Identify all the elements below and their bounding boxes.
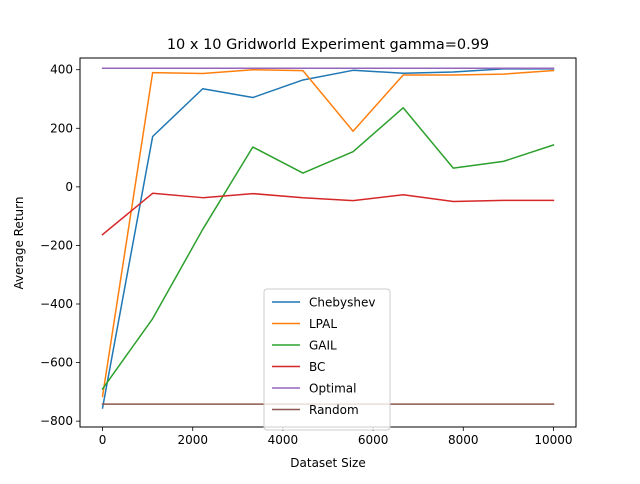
y-tick-label: 0 [65,180,73,194]
x-tick-label: 0 [99,433,107,447]
series-line-lpal [101,68,555,398]
y-tick-label: −800 [40,414,73,428]
y-axis-label: Average Return [12,197,26,290]
series-line-bc [101,192,555,236]
x-axis-label: Dataset Size [290,456,365,470]
y-tick-label: 400 [50,63,73,77]
legend-label-random: Random [309,403,359,417]
x-tick-label: 8000 [448,433,479,447]
x-tick-label: 10000 [534,433,572,447]
y-tick-label: 200 [50,121,73,135]
legend-label-gail: GAIL [309,339,337,353]
ticks-layer: 0 2000 4000 6000 8000 10000 −800 −600 −400 −200 0 2… [40,63,573,447]
series-line-gail [101,107,555,390]
y-tick-label: −400 [40,297,73,311]
legend-label-bc: BC [309,360,325,374]
x-tick-label: 2000 [177,433,208,447]
series-line-chebyshev [101,68,555,409]
legend-label-chebyshev: Chebyshev [309,296,375,310]
chart-title: 10 x 10 Gridworld Experiment gamma=0.99 [167,37,489,53]
x-tick-label: 6000 [358,433,389,447]
y-tick-label: −200 [40,238,73,252]
legend: Chebyshev LPAL GAIL BC Optimal Random [263,288,391,431]
legend-label-lpal: LPAL [309,317,337,331]
x-tick-label: 4000 [268,433,299,447]
legend-label-optimal: Optimal [309,382,356,396]
y-tick-label: −600 [40,356,73,370]
